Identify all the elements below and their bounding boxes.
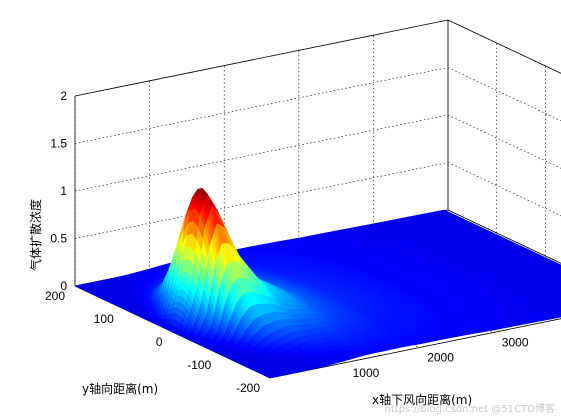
watermark: https://blog.csdn.net @51CTO博客 [385, 402, 555, 415]
z-tick-label: 1.5 [50, 137, 67, 151]
y-tick-label: 200 [45, 289, 65, 303]
z-tick-label: 1 [60, 184, 67, 198]
z-axis-label: 气体扩散浓度 [28, 199, 43, 271]
x-axis-line [269, 318, 561, 379]
y-tick-label: 100 [94, 312, 114, 326]
gridline-z [74, 162, 449, 239]
x-tick-label: 2000 [427, 351, 454, 365]
surface-plot [74, 187, 561, 379]
gridline-z [74, 114, 449, 192]
x-tick-label: 1000 [353, 366, 380, 380]
y-tick-label: -100 [187, 358, 211, 372]
gridline-z [447, 67, 561, 122]
z-tick-label: 0.5 [50, 232, 67, 246]
gridline-z [447, 114, 561, 169]
y-tick-label: 0 [156, 335, 163, 349]
gridline-z [74, 19, 449, 97]
x-tick-label: 3000 [502, 335, 529, 349]
side-wall-top-edge [447, 19, 561, 74]
gridline-z [74, 67, 449, 144]
y-axis-label: y轴向距离(m) [82, 381, 158, 396]
z-tick-label: 2 [60, 89, 67, 103]
y-tick-label: -200 [236, 381, 260, 395]
gridline-z [447, 19, 561, 74]
